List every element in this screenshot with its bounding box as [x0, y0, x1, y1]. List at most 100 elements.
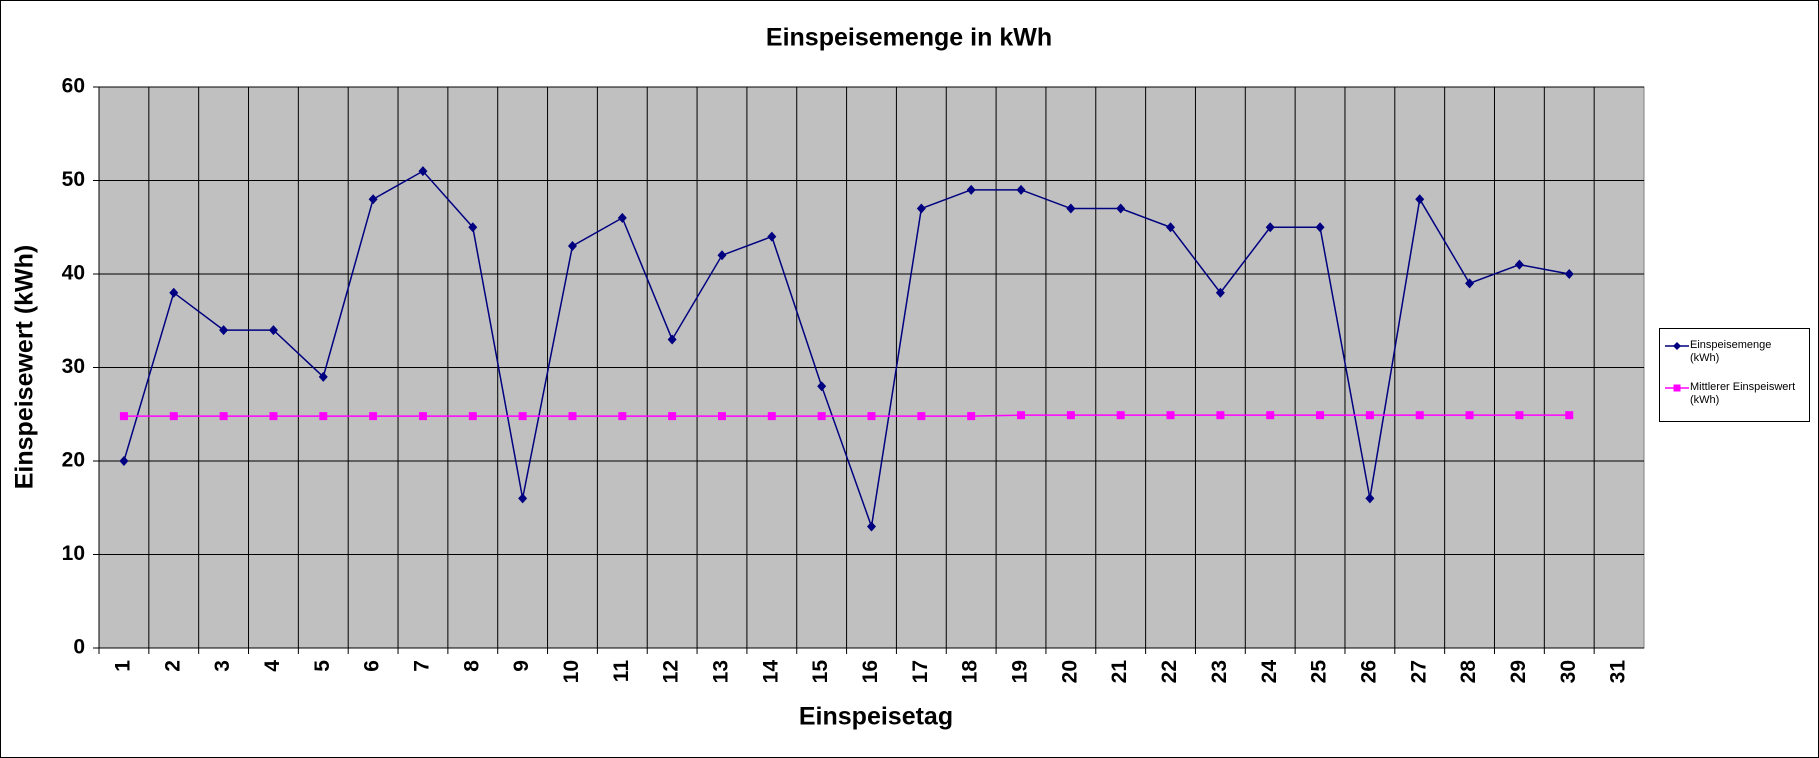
- y-tick-label: 0: [73, 636, 85, 659]
- x-tick-label: 8: [460, 660, 483, 672]
- x-tick-label: 22: [1158, 660, 1181, 683]
- data-point: [169, 412, 178, 421]
- data-point: [418, 166, 428, 177]
- y-axis-label: Einspeisewert (kWh): [11, 245, 39, 490]
- legend-marker: [1673, 342, 1681, 350]
- data-point: [667, 334, 677, 345]
- data-point: [767, 412, 776, 421]
- data-point: [1266, 411, 1275, 420]
- data-point: [1265, 222, 1275, 233]
- data-point: [568, 412, 577, 421]
- data-point: [967, 412, 976, 421]
- data-point: [916, 203, 926, 214]
- data-point: [169, 287, 179, 298]
- data-point: [1565, 411, 1574, 420]
- data-point: [966, 184, 976, 195]
- x-tick-label: 21: [1108, 660, 1131, 684]
- x-tick-label: 7: [410, 660, 433, 672]
- data-point: [268, 325, 278, 336]
- data-point: [1465, 411, 1474, 420]
- y-tick-label: 20: [62, 449, 85, 472]
- data-point: [1116, 411, 1125, 420]
- data-point: [1415, 194, 1425, 205]
- data-point: [1017, 411, 1026, 420]
- x-tick-label: 27: [1407, 660, 1430, 683]
- data-point: [1215, 287, 1225, 298]
- data-point: [1166, 222, 1176, 233]
- x-tick-label: 30: [1557, 660, 1580, 683]
- data-point: [717, 250, 727, 261]
- x-tick-label: 25: [1308, 660, 1331, 684]
- x-tick-label: 9: [510, 660, 533, 672]
- data-point: [1514, 259, 1524, 270]
- x-tick-label: 11: [610, 660, 633, 683]
- data-point: [867, 412, 876, 421]
- y-tick-label: 40: [62, 262, 85, 285]
- x-tick-label: 15: [809, 660, 832, 684]
- data-point: [1066, 411, 1075, 420]
- x-tick-label: 14: [759, 660, 782, 684]
- legend-label: Mittlerer Einspeiswert (kWh): [1690, 381, 1796, 406]
- data-point: [717, 412, 726, 421]
- chart-title: Einspeisemenge in kWh: [766, 24, 1052, 52]
- x-tick-label: 13: [710, 660, 733, 683]
- x-tick-label: 31: [1607, 660, 1630, 684]
- data-point: [518, 493, 528, 504]
- x-tick-label: 29: [1507, 660, 1530, 683]
- data-point: [369, 412, 378, 421]
- legend-swatch: [1665, 342, 1689, 350]
- data-point: [1216, 411, 1225, 420]
- data-point: [1016, 184, 1026, 195]
- data-point: [1515, 411, 1524, 420]
- data-point: [468, 222, 478, 233]
- x-tick-label: 26: [1357, 660, 1380, 683]
- data-point: [668, 412, 677, 421]
- legend-swatch: [1665, 384, 1689, 392]
- data-point: [518, 412, 527, 421]
- x-tick-label: 28: [1457, 660, 1480, 684]
- data-point: [618, 412, 627, 421]
- series-line: [123, 170, 1570, 527]
- x-axis-label: Einspeisetag: [799, 703, 953, 731]
- data-point: [817, 381, 827, 392]
- x-tick-label: 18: [959, 660, 982, 684]
- data-point: [1465, 278, 1475, 289]
- data-point: [917, 412, 926, 421]
- y-tick-label: 60: [62, 75, 85, 98]
- data-point: [817, 412, 826, 421]
- data-point: [468, 412, 477, 421]
- data-point: [867, 521, 876, 532]
- x-tick-label: 10: [560, 660, 583, 683]
- x-tick-label: 16: [859, 660, 882, 683]
- legend-item: Mittlerer Einspeiswert (kWh): [1664, 381, 1802, 407]
- data-point: [767, 231, 777, 242]
- data-point: [617, 212, 627, 223]
- x-tick-label: 2: [161, 660, 184, 672]
- data-point: [1166, 411, 1175, 420]
- data-point: [1365, 411, 1374, 420]
- x-tick-label: 23: [1208, 660, 1231, 683]
- x-tick-label: 3: [211, 660, 234, 672]
- data-point: [119, 412, 128, 421]
- data-point: [1315, 222, 1325, 233]
- legend-marker: [1673, 384, 1681, 392]
- data-point: [418, 412, 427, 421]
- data-point: [1066, 203, 1076, 214]
- x-tick-label: 17: [909, 660, 932, 683]
- y-tick-label: 50: [62, 168, 85, 191]
- x-tick-label: 24: [1258, 660, 1281, 684]
- data-point: [1415, 411, 1424, 420]
- data-point: [219, 325, 229, 336]
- series-line: [123, 414, 1570, 417]
- legend-label: Einspeisemenge (kWh): [1690, 339, 1772, 364]
- x-tick-label: 5: [311, 660, 334, 672]
- data-point: [119, 456, 129, 466]
- x-tick-label: 12: [660, 660, 683, 683]
- x-tick-label: 4: [261, 660, 284, 672]
- data-point: [1365, 493, 1375, 504]
- x-tick-label: 19: [1009, 660, 1032, 683]
- data-point: [319, 412, 328, 421]
- data-point: [1116, 203, 1126, 214]
